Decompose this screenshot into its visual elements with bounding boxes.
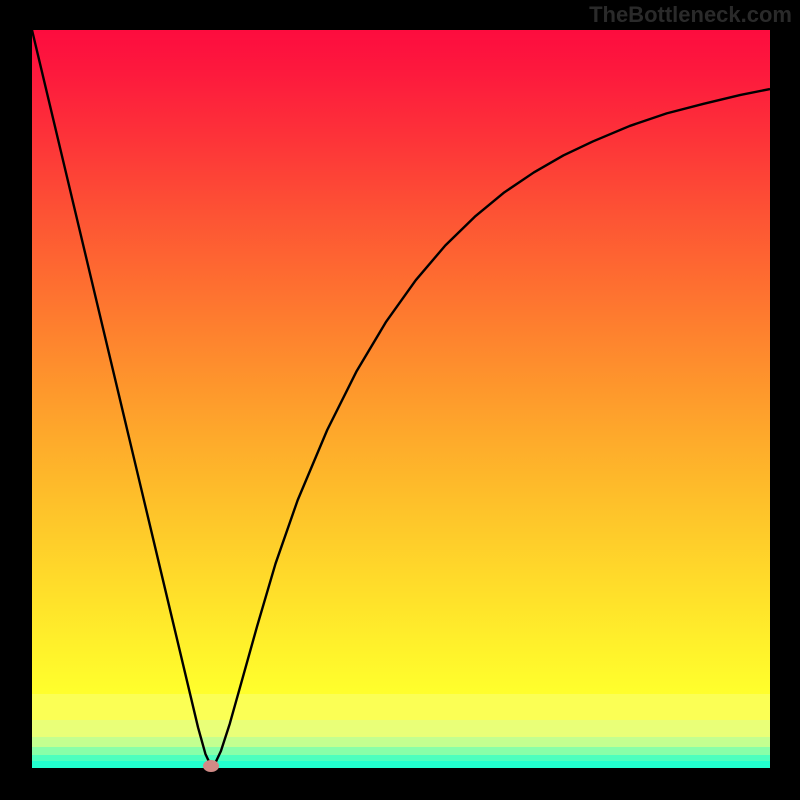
plot-area bbox=[32, 30, 770, 768]
watermark-text: TheBottleneck.com bbox=[589, 2, 792, 28]
minimum-marker bbox=[203, 760, 219, 772]
bottleneck-curve bbox=[32, 30, 770, 768]
chart-frame: { "watermark": { "text": "TheBottleneck.… bbox=[0, 0, 800, 800]
